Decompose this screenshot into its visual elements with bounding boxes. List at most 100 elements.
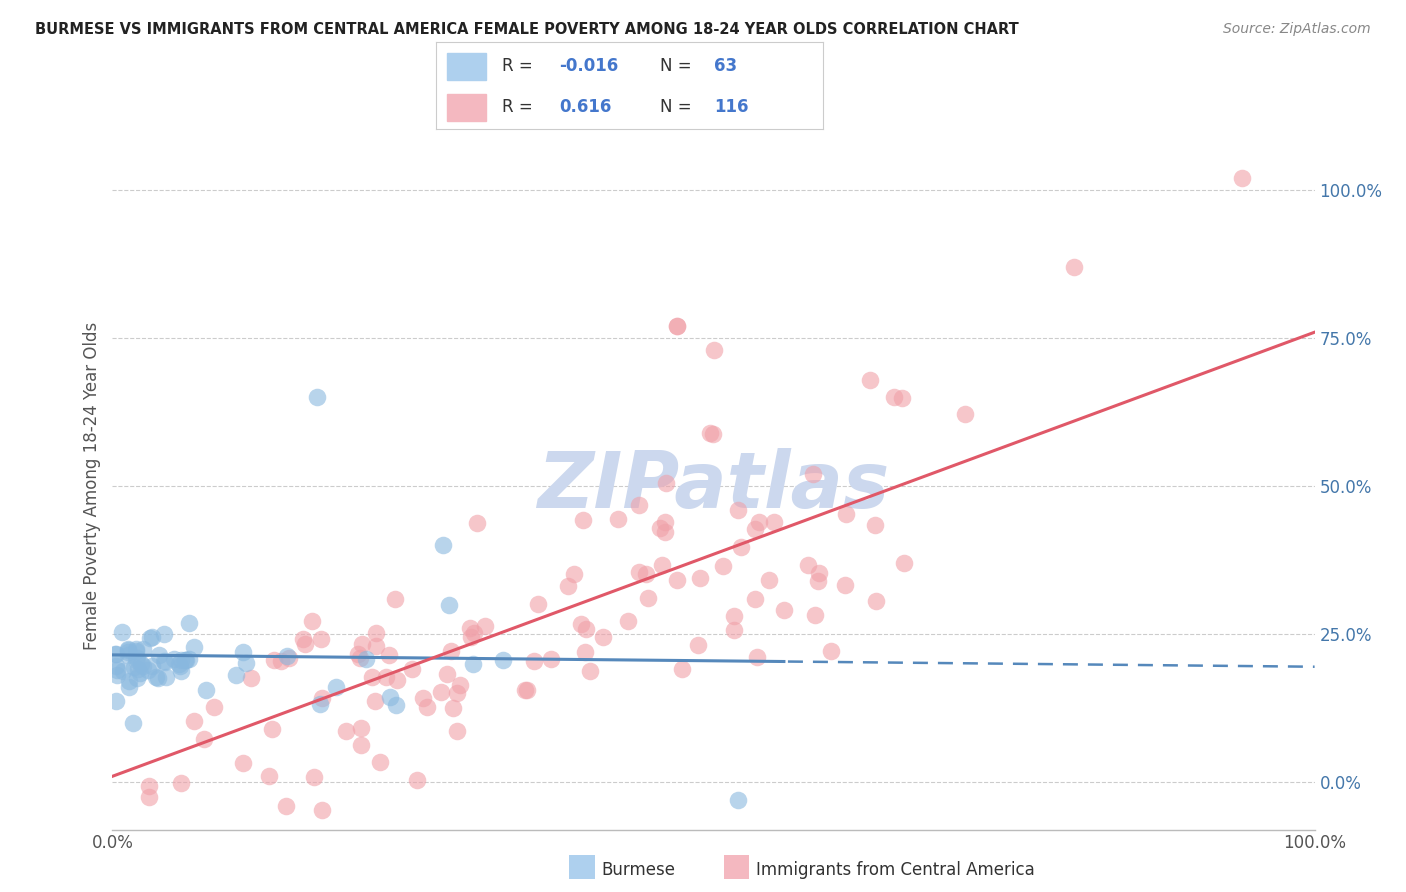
Point (122, 660, 145, 674)
Point (671, 662, 693, 676)
Point (516, 683, 538, 698)
Point (277, 650, 299, 665)
Point (125, 653, 148, 667)
Point (350, 739, 373, 753)
Point (117, 645, 139, 659)
Y-axis label: Female Poverty Among 18-24 Year Olds: Female Poverty Among 18-24 Year Olds (83, 322, 101, 650)
Point (1063, 260, 1085, 274)
Text: ZIPatlas: ZIPatlas (537, 448, 890, 524)
Point (432, 538, 454, 552)
Point (437, 598, 460, 612)
Point (449, 678, 471, 692)
Point (523, 654, 546, 668)
Point (727, 503, 749, 517)
FancyBboxPatch shape (447, 54, 486, 79)
Point (666, 574, 689, 588)
Point (117, 681, 139, 695)
Point (169, 659, 191, 673)
Point (368, 755, 391, 769)
Point (138, 789, 160, 804)
Point (820, 644, 842, 658)
Point (148, 648, 170, 662)
Point (294, 636, 316, 650)
Point (193, 732, 215, 747)
Point (654, 475, 676, 490)
Point (436, 667, 458, 681)
Point (893, 557, 915, 571)
Point (557, 579, 579, 593)
Point (325, 680, 347, 694)
Text: 63: 63 (714, 56, 737, 75)
Point (441, 701, 464, 715)
Point (650, 521, 672, 535)
Point (834, 578, 856, 592)
Point (311, 803, 333, 817)
Point (384, 592, 406, 607)
Point (492, 653, 515, 667)
Point (627, 498, 650, 512)
Point (745, 650, 768, 665)
Point (446, 686, 468, 700)
Point (195, 682, 218, 697)
Point (723, 609, 745, 624)
Point (202, 700, 225, 714)
Point (666, 319, 689, 334)
Point (239, 672, 262, 686)
Point (366, 626, 388, 640)
Point (291, 632, 314, 647)
Text: Source: ZipAtlas.com: Source: ZipAtlas.com (1223, 22, 1371, 37)
Point (686, 638, 709, 652)
Point (458, 621, 481, 635)
Point (125, 651, 148, 665)
Point (689, 572, 711, 586)
Point (807, 574, 830, 588)
Text: N =: N = (661, 56, 692, 75)
Point (179, 615, 201, 630)
Point (744, 522, 766, 536)
Text: Immigrants from Central America: Immigrants from Central America (756, 861, 1035, 879)
Point (354, 652, 377, 666)
Point (346, 647, 368, 661)
Point (163, 652, 186, 666)
Point (797, 558, 820, 573)
Point (174, 653, 197, 667)
Point (465, 516, 488, 531)
Point (170, 653, 193, 667)
Point (526, 597, 548, 611)
Point (153, 655, 176, 669)
Point (118, 674, 141, 689)
Point (574, 645, 596, 659)
Point (562, 567, 585, 582)
Point (259, 768, 281, 782)
Point (145, 670, 167, 684)
Point (125, 644, 148, 658)
Point (637, 591, 659, 605)
Point (651, 558, 673, 573)
Point (111, 664, 134, 678)
Point (131, 659, 153, 673)
Point (628, 565, 651, 579)
Point (579, 664, 602, 678)
Point (276, 799, 298, 814)
Point (128, 665, 150, 680)
Point (309, 632, 332, 646)
Text: R =: R = (502, 56, 533, 75)
Text: 116: 116 (714, 97, 749, 116)
Point (446, 724, 468, 739)
Point (723, 624, 745, 638)
Point (360, 670, 382, 684)
Point (384, 698, 406, 712)
Point (863, 517, 886, 532)
Text: BURMESE VS IMMIGRANTS FROM CENTRAL AMERICA FEMALE POVERTY AMONG 18-24 YEAR OLDS : BURMESE VS IMMIGRANTS FROM CENTRAL AMERI… (35, 22, 1019, 37)
Point (654, 515, 676, 529)
Point (235, 657, 257, 671)
Point (727, 793, 749, 807)
Point (416, 700, 439, 714)
Point (364, 694, 387, 708)
Point (111, 625, 134, 640)
Point (592, 631, 614, 645)
Point (177, 652, 200, 666)
Point (301, 614, 323, 628)
Text: N =: N = (661, 97, 692, 116)
Text: 0.616: 0.616 (560, 97, 612, 116)
